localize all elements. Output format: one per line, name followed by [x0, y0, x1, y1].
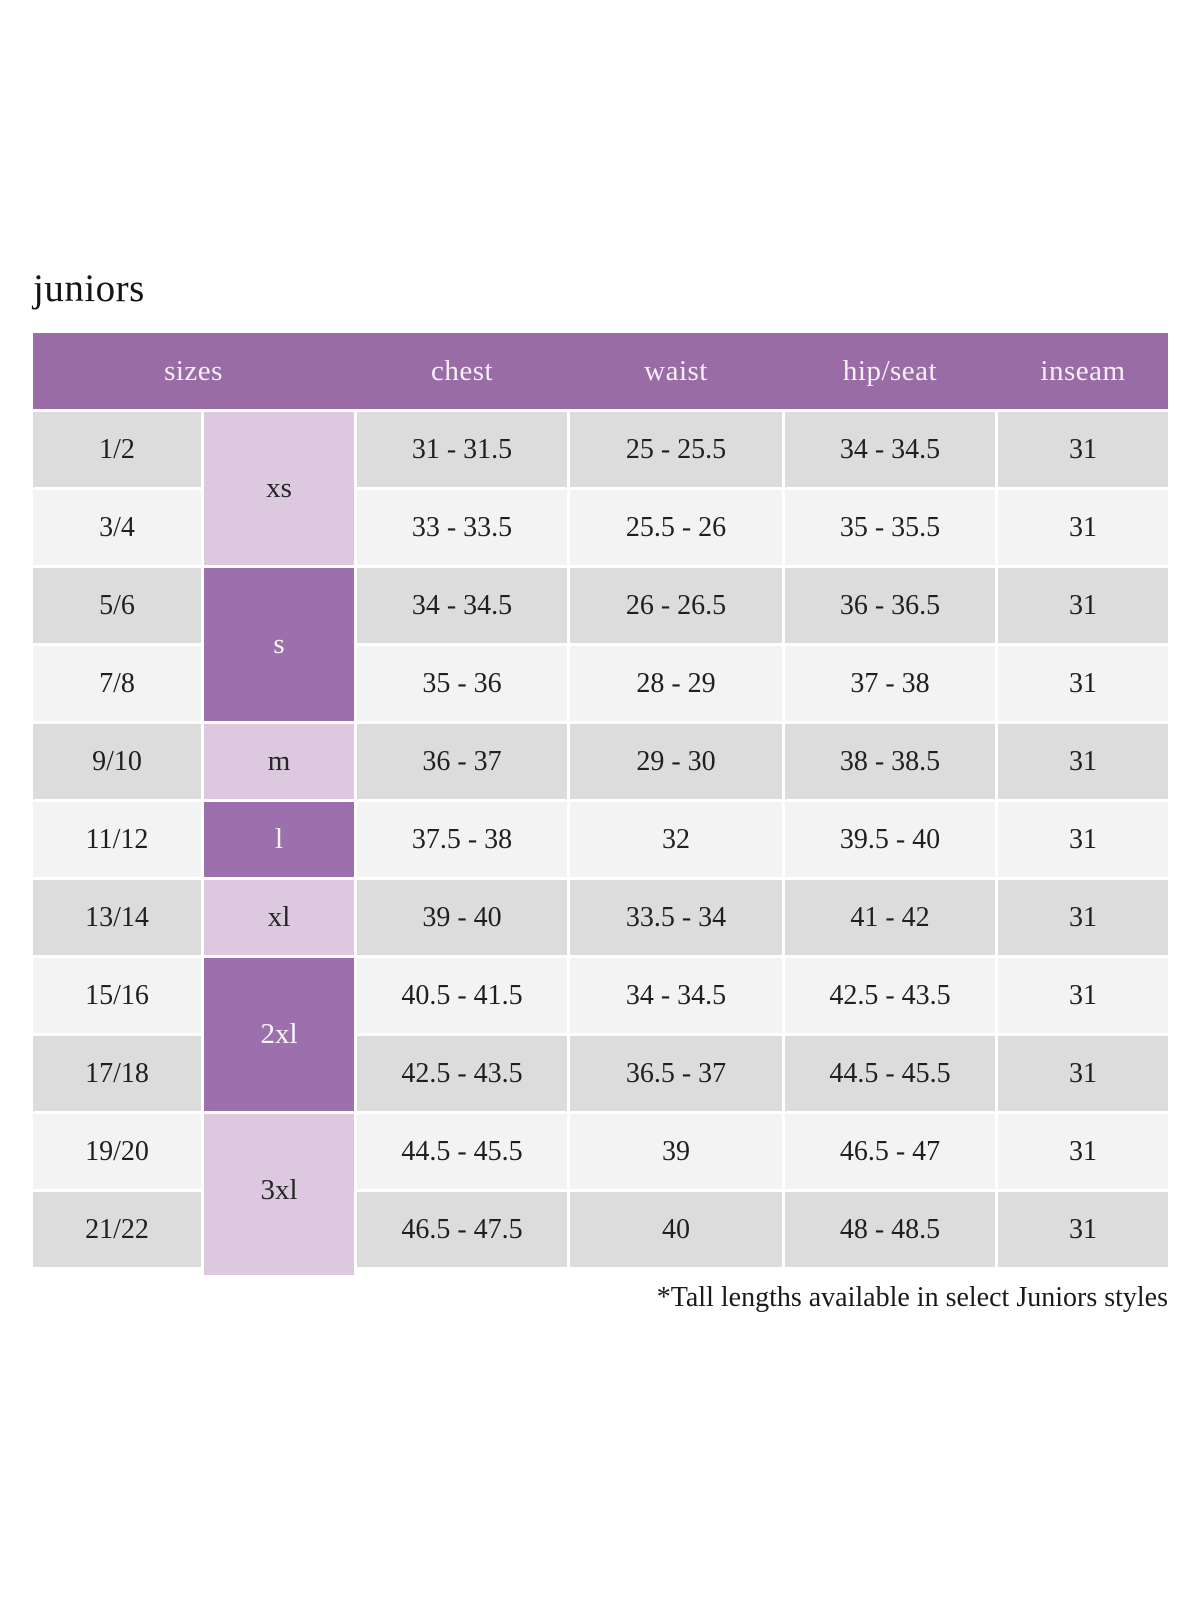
- inseam-cell: 31: [998, 1036, 1168, 1111]
- hip-seat-cell: 37 - 38: [785, 646, 995, 721]
- chest-cell: 42.5 - 43.5: [357, 1036, 567, 1111]
- hip-seat-cell: 48 - 48.5: [785, 1192, 995, 1267]
- size-group-m: m: [204, 724, 354, 799]
- column-header-hip-seat: hip/seat: [842, 354, 938, 387]
- column-header-inseam: inseam: [1040, 354, 1126, 387]
- waist-cell: 26 - 26.5: [570, 568, 782, 643]
- chest-cell: 34 - 34.5: [357, 568, 567, 643]
- chest-cell: 44.5 - 45.5: [357, 1114, 567, 1189]
- size-cell: 21/22: [33, 1192, 201, 1267]
- waist-cell: 25.5 - 26: [570, 490, 782, 565]
- page-title: juniors: [33, 267, 145, 310]
- footnote: *Tall lengths available in select Junior…: [656, 1282, 1168, 1313]
- size-cell: 1/2: [33, 412, 201, 487]
- chest-cell: 40.5 - 41.5: [357, 958, 567, 1033]
- inseam-cell: 31: [998, 724, 1168, 799]
- waist-cell: 36.5 - 37: [570, 1036, 782, 1111]
- inseam-cell: 31: [998, 646, 1168, 721]
- size-group-3xl: 3xl: [204, 1114, 354, 1267]
- chest-cell: 37.5 - 38: [357, 802, 567, 877]
- waist-cell: 25 - 25.5: [570, 412, 782, 487]
- inseam-cell: 31: [998, 1192, 1168, 1267]
- waist-cell: 33.5 - 34: [570, 880, 782, 955]
- waist-cell: 32: [570, 802, 782, 877]
- column-header-waist: waist: [644, 354, 708, 387]
- hip-seat-cell: 36 - 36.5: [785, 568, 995, 643]
- size-group-xs: xs: [204, 412, 354, 565]
- chest-cell: 33 - 33.5: [357, 490, 567, 565]
- waist-cell: 40: [570, 1192, 782, 1267]
- inseam-cell: 31: [998, 412, 1168, 487]
- size-group-xl: xl: [204, 880, 354, 955]
- chest-cell: 35 - 36: [357, 646, 567, 721]
- size-cell: 19/20: [33, 1114, 201, 1189]
- inseam-cell: 31: [998, 568, 1168, 643]
- hip-seat-cell: 46.5 - 47: [785, 1114, 995, 1189]
- size-group-2xl: 2xl: [204, 958, 354, 1111]
- inseam-cell: 31: [998, 490, 1168, 565]
- hip-seat-cell: 35 - 35.5: [785, 490, 995, 565]
- waist-cell: 28 - 29: [570, 646, 782, 721]
- inseam-cell: 31: [998, 802, 1168, 877]
- inseam-cell: 31: [998, 880, 1168, 955]
- hip-seat-cell: 34 - 34.5: [785, 412, 995, 487]
- table-header-row: sizes chest waist hip/seat inseam: [33, 333, 1168, 409]
- column-header-sizes: sizes: [164, 354, 223, 387]
- size-cell: 7/8: [33, 646, 201, 721]
- juniors-size-table: sizes chest waist hip/seat inseam 1/2 xs 3…: [33, 333, 1168, 1267]
- size-cell: 15/16: [33, 958, 201, 1033]
- chest-cell: 36 - 37: [357, 724, 567, 799]
- size-cell: 11/12: [33, 802, 201, 877]
- hip-seat-cell: 39.5 - 40: [785, 802, 995, 877]
- hip-seat-cell: 41 - 42: [785, 880, 995, 955]
- size-group-s: s: [204, 568, 354, 721]
- hip-seat-cell: 44.5 - 45.5: [785, 1036, 995, 1111]
- hip-seat-cell: 42.5 - 43.5: [785, 958, 995, 1033]
- waist-cell: 34 - 34.5: [570, 958, 782, 1033]
- size-group-l: l: [204, 802, 354, 877]
- waist-cell: 39: [570, 1114, 782, 1189]
- size-cell: 17/18: [33, 1036, 201, 1111]
- chest-cell: 39 - 40: [357, 880, 567, 955]
- size-cell: 3/4: [33, 490, 201, 565]
- waist-cell: 29 - 30: [570, 724, 782, 799]
- size-cell: 5/6: [33, 568, 201, 643]
- chest-cell: 31 - 31.5: [357, 412, 567, 487]
- hip-seat-cell: 38 - 38.5: [785, 724, 995, 799]
- size-cell: 9/10: [33, 724, 201, 799]
- column-header-chest: chest: [430, 354, 494, 387]
- chest-cell: 46.5 - 47.5: [357, 1192, 567, 1267]
- inseam-cell: 31: [998, 958, 1168, 1033]
- size-cell: 13/14: [33, 880, 201, 955]
- inseam-cell: 31: [998, 1114, 1168, 1189]
